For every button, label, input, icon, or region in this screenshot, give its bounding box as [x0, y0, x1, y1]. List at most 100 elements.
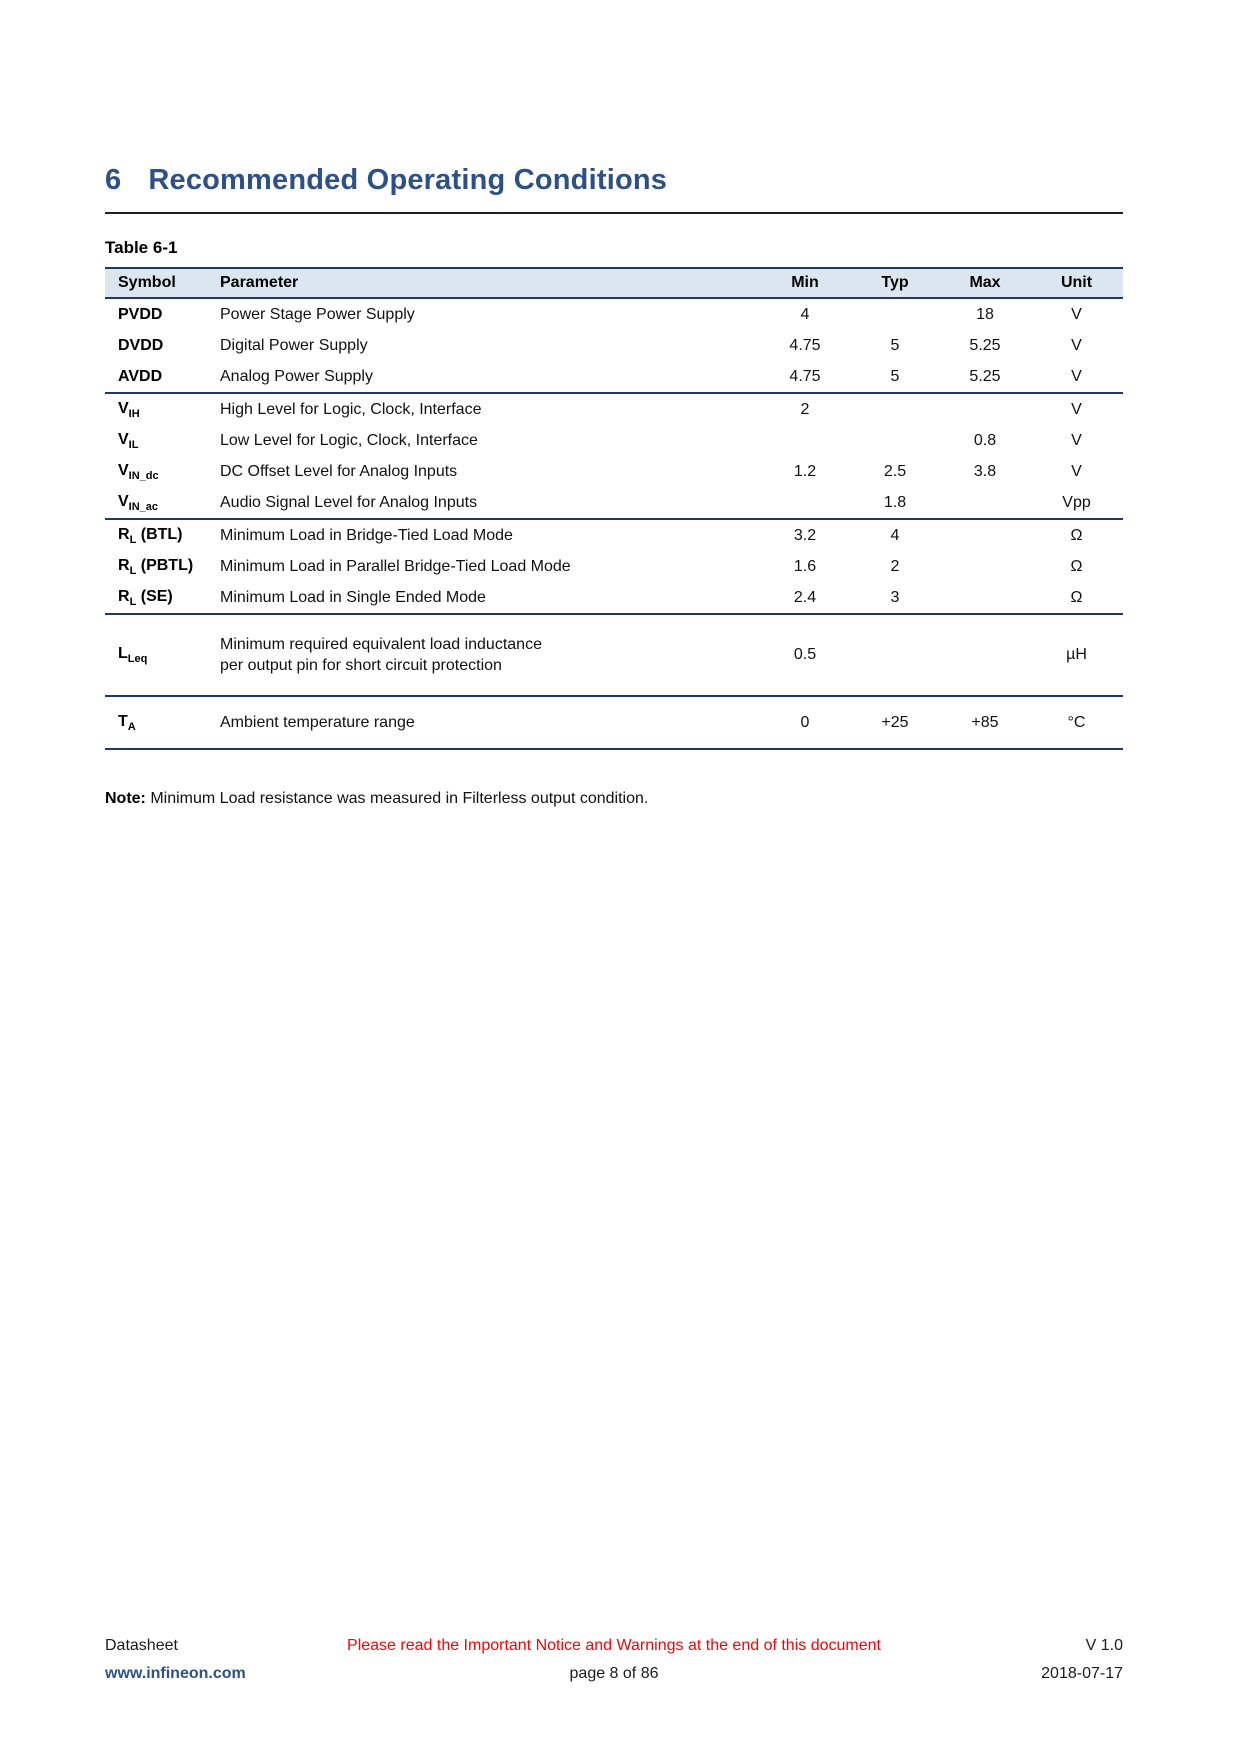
page-content: 6 Recommended Operating Conditions Table…	[105, 0, 1123, 808]
symbol-text: LLeq	[118, 645, 148, 665]
max-cell	[940, 582, 1030, 614]
symbol-text: VIH	[118, 399, 140, 420]
symbol-cell: VIH	[105, 392, 220, 425]
header-symbol: Symbol	[105, 268, 220, 299]
typ-cell: 1.8	[883, 493, 907, 511]
symbol-cell: VIN_dc	[105, 456, 220, 487]
typ-cell	[850, 613, 940, 696]
typ-cell: 2.5	[883, 462, 907, 480]
header-parameter: Parameter	[220, 268, 760, 299]
max-cell: 3.8	[973, 462, 997, 480]
typ-cell: 5	[890, 367, 900, 385]
max-cell	[940, 392, 1030, 425]
parameter-cell: Analog Power Supply	[220, 368, 373, 385]
table-row: VIN_ac Audio Signal Level for Analog Inpu…	[105, 487, 1123, 519]
min-cell: 0	[760, 695, 850, 749]
parameter-cell: Minimum Load in Parallel Bridge-Tied Loa…	[220, 558, 571, 575]
operating-conditions-table: Symbol Parameter Min Typ Max Unit PVDD Po…	[105, 267, 1123, 750]
symbol-cell: VIL	[105, 425, 220, 456]
typ-cell: 4	[850, 518, 940, 551]
header-max: Max	[940, 268, 1030, 299]
max-cell	[940, 551, 1030, 582]
min-cell	[760, 425, 850, 456]
max-cell: 0.8	[973, 431, 997, 449]
table-row: PVDD Power Stage Power Supply 4 18 V	[105, 298, 1123, 330]
parameter-cell: Power Stage Power Supply	[220, 306, 415, 323]
symbol-text: AVDD	[118, 367, 163, 385]
symbol-cell: VIN_ac	[105, 487, 220, 519]
parameter-cell: Minimum Load in Bridge-Tied Load Mode	[220, 518, 760, 551]
footer-left: Datasheet www.infineon.com	[105, 1632, 335, 1688]
unit-cell: Ω	[1070, 588, 1083, 606]
unit-cell: µH	[1030, 613, 1123, 696]
unit-cell: V	[1071, 305, 1082, 323]
parameter-cell: Ambient temperature range	[220, 695, 760, 749]
min-cell: 2.4	[793, 588, 817, 606]
symbol-cell: AVDD	[105, 361, 220, 393]
section-number: 6	[105, 164, 122, 196]
symbol-text: RL (SE)	[118, 587, 173, 608]
symbol-text: PVDD	[118, 305, 163, 323]
unit-cell: V	[1071, 431, 1082, 449]
min-cell: 1.2	[793, 462, 817, 480]
doc-type-label: Datasheet	[105, 1637, 178, 1654]
parameter-cell: High Level for Logic, Clock, Interface	[220, 392, 760, 425]
symbol-text: VIN_dc	[118, 461, 159, 482]
unit-cell: Vpp	[1062, 493, 1091, 511]
symbol-text: TA	[118, 712, 136, 733]
max-cell	[940, 518, 1030, 551]
symbol-cell: RL (BTL)	[105, 518, 220, 551]
typ-cell	[850, 425, 940, 456]
table-row: DVDD Digital Power Supply 4.75 5 5.25 V	[105, 330, 1123, 361]
unit-cell: V	[1071, 462, 1082, 480]
symbol-cell: RL (PBTL)	[105, 551, 220, 582]
typ-cell	[850, 392, 940, 425]
table-body: PVDD Power Stage Power Supply 4 18 V DVDD Digi…	[105, 298, 1123, 749]
table-row: RL (PBTL) Minimum Load in Parallel Bridge…	[105, 551, 1123, 582]
note-text: Minimum Load resistance was measured in …	[145, 790, 649, 807]
min-cell: 4.75	[789, 367, 821, 385]
min-cell: 3.2	[760, 518, 850, 551]
symbol-cell: LLeq	[105, 613, 220, 696]
document-date: 2018-07-17	[1041, 1665, 1123, 1682]
table-header-row: Symbol Parameter Min Typ Max Unit	[105, 268, 1123, 299]
typ-cell	[850, 298, 940, 330]
symbol-text: RL (BTL)	[118, 525, 183, 546]
typ-cell: 5	[890, 336, 900, 354]
unit-cell: V	[1071, 336, 1082, 354]
typ-cell: +25	[850, 695, 940, 749]
symbol-cell: PVDD	[105, 298, 220, 330]
parameter-cell: Audio Signal Level for Analog Inputs	[220, 494, 478, 511]
unit-cell: V	[1030, 392, 1123, 425]
footer-center: Please read the Important Notice and War…	[335, 1632, 893, 1688]
table-caption: Table 6-1	[105, 238, 178, 257]
parameter-cell: DC Offset Level for Analog Inputs	[220, 463, 458, 480]
symbol-cell: TA	[105, 695, 220, 749]
table-row: RL (SE) Minimum Load in Single Ended Mode…	[105, 582, 1123, 614]
symbol-cell: RL (SE)	[105, 582, 220, 614]
max-cell: 18	[976, 305, 994, 323]
min-cell: 1.6	[793, 557, 817, 575]
header-typ: Typ	[850, 268, 940, 299]
parameter-cell: Digital Power Supply	[220, 337, 368, 354]
parameter-cell: Minimum required equivalent load inducta…	[220, 613, 760, 696]
symbol-text: VIL	[118, 430, 139, 451]
infineon-website-link[interactable]: www.infineon.com	[105, 1665, 246, 1682]
min-cell	[760, 487, 850, 519]
symbol-text: RL (PBTL)	[118, 556, 194, 577]
symbol-text: DVDD	[118, 336, 164, 354]
table-row: VIH High Level for Logic, Clock, Interfac…	[105, 392, 1123, 425]
table-row: VIN_dc DC Offset Level for Analog Inputs 1…	[105, 456, 1123, 487]
document-version: V 1.0	[1085, 1637, 1123, 1654]
table-note: Note: Minimum Load resistance was measur…	[105, 790, 1123, 808]
table-row: TA Ambient temperature range 0 +25 +85 °C	[105, 695, 1123, 749]
min-cell: 4	[800, 305, 810, 323]
typ-cell: 2	[890, 557, 900, 575]
max-cell	[940, 487, 1030, 519]
max-cell	[940, 613, 1030, 696]
max-cell: 5.25	[969, 367, 1001, 385]
min-cell: 2	[760, 392, 850, 425]
page-footer: Datasheet www.infineon.com Please read t…	[105, 1632, 1123, 1688]
footer-right: V 1.0 2018-07-17	[893, 1632, 1123, 1688]
section-heading: 6 Recommended Operating Conditions	[105, 164, 1123, 214]
